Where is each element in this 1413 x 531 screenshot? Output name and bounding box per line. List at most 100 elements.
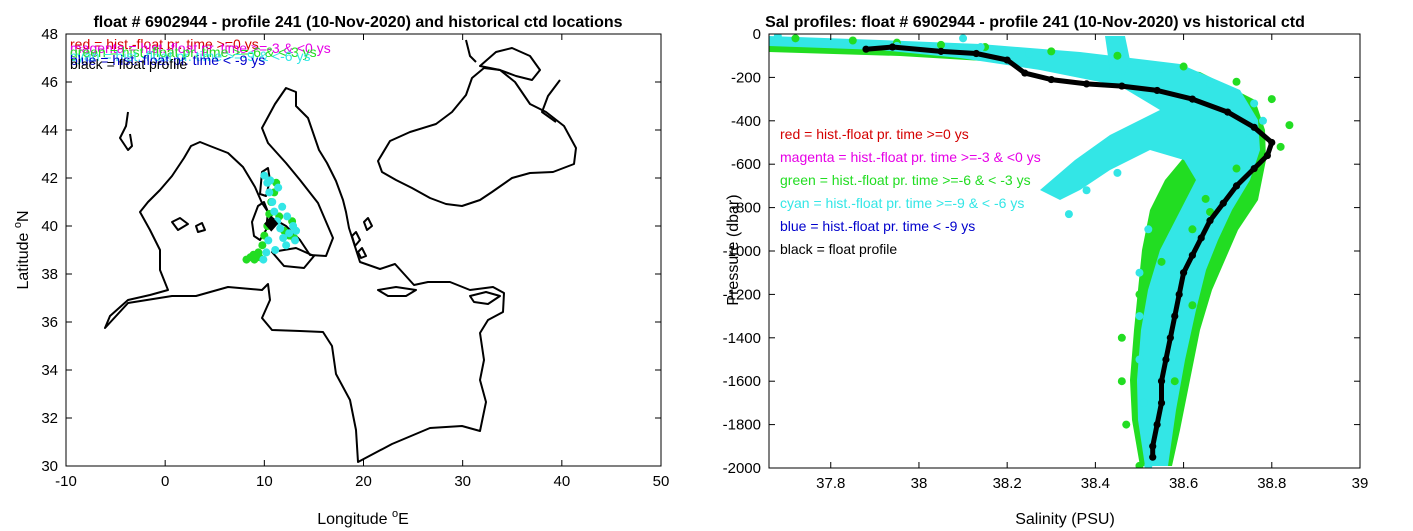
profile-point-green	[1135, 290, 1144, 299]
profile-point-cyan	[1135, 355, 1144, 364]
profile-y-tick-label: -200	[731, 69, 761, 86]
map-y-tick-label: 30	[41, 458, 58, 475]
map-point-cyan	[279, 234, 288, 242]
profile-y-ticks: -2000-1800-1600-1400-1200-1000-800-600-4…	[723, 26, 1360, 477]
profile-point-green	[1179, 62, 1188, 71]
profile-point-green	[1232, 164, 1241, 173]
map-point-cyan	[285, 229, 294, 238]
profile-y-tick-label: -2000	[723, 460, 761, 477]
profile-y-tick-label: -1800	[723, 417, 761, 434]
map-point-cyan	[283, 212, 292, 221]
map-legend: red = hist.-float pr. time >=0 ys magent…	[70, 36, 331, 72]
profile-point-green	[1267, 95, 1276, 104]
profile-y-tick-label: -1400	[723, 330, 761, 347]
profile-point-cyan	[976, 43, 985, 52]
map-point-cyan	[291, 236, 300, 245]
profile-point-cyan	[1139, 398, 1148, 407]
profile-point-green	[1047, 47, 1056, 56]
map-y-ticks: 30 32 34 36 38 40 42 44 46 48	[41, 26, 661, 475]
map-point-cyan	[266, 176, 275, 185]
profile-x-tick-label: 37.8	[816, 475, 845, 492]
map-y-tick-label: 46	[41, 74, 58, 91]
profile-point-cyan	[1179, 333, 1188, 342]
profile-point-green	[1285, 121, 1294, 130]
profile-point-cyan	[1082, 186, 1091, 195]
profile-legend: red = hist.-float pr. time >=0 ys magent…	[780, 126, 1041, 257]
map-legend-magenta: magenta = hist.-float pr. time >=-3 & <0…	[70, 40, 331, 56]
profile-ylabel: Pressure (dbar)	[725, 194, 742, 305]
profile-point-green	[1201, 194, 1210, 203]
profile-x-tick-label: 39	[1352, 475, 1369, 492]
map-x-tick-label: 10	[256, 473, 273, 490]
profile-point-cyan	[1135, 268, 1144, 277]
profile-point-green	[937, 40, 946, 49]
map-panel: float # 6902944 - profile 241 (10-Nov-20…	[12, 14, 669, 528]
map-data-points	[242, 171, 301, 264]
map-x-tick-label: 50	[653, 473, 670, 490]
profile-legend-cyan: cyan = hist.-float pr. time >=-9 & < -6 …	[780, 195, 1024, 211]
profile-point-green	[848, 36, 857, 45]
profile-y-tick-label: -600	[731, 156, 761, 173]
map-x-tick-label: 40	[553, 473, 570, 490]
profile-point-cyan	[826, 38, 835, 47]
map-point-cyan	[271, 246, 280, 254]
map-point-cyan	[262, 248, 271, 257]
profile-point-green	[1157, 257, 1166, 266]
map-point-cyan	[259, 255, 268, 264]
profile-point-cyan	[1157, 64, 1166, 73]
map-point-cyan	[265, 188, 274, 197]
profile-float-line	[863, 44, 1275, 460]
map-y-tick-label: 40	[41, 218, 58, 235]
profile-title: Sal profiles: float # 6902944 - profile …	[765, 14, 1305, 31]
profile-point-cyan	[959, 34, 968, 43]
profile-x-ticks: 37.8 38 38.2 38.4 38.6 38.8 39	[816, 34, 1368, 492]
map-point-cyan	[264, 236, 273, 245]
profile-data-points	[773, 34, 1294, 468]
map-legend-black: black = float profile	[70, 56, 187, 72]
profile-point-cyan	[1245, 134, 1254, 143]
map-xlabel: Longitude oE	[317, 508, 409, 528]
map-legend-blue: blue = hist.-float pr. time < -9 ys	[70, 52, 265, 68]
profile-point-cyan	[1135, 312, 1144, 321]
map-x-tick-label: 30	[454, 473, 471, 490]
profile-point-cyan	[1144, 225, 1153, 234]
profile-point-green	[791, 34, 800, 43]
profile-xlabel: Salinity (PSU)	[1015, 511, 1115, 528]
profile-point-cyan	[1064, 210, 1073, 219]
profile-point-green	[1170, 377, 1179, 386]
map-point-green	[249, 250, 258, 259]
profile-y-tick-label: -800	[731, 200, 761, 217]
profile-y-tick-label: -400	[731, 113, 761, 130]
profile-y-tick-label: 0	[753, 26, 761, 43]
map-point-cyan	[260, 171, 269, 180]
profile-point-green	[1188, 225, 1197, 234]
profile-x-tick-label: 38	[911, 475, 928, 492]
profile-point-cyan	[1250, 99, 1259, 108]
map-legend-cyan: cyan = hist.-float pr. time >=-9 & <-6 y…	[70, 48, 310, 64]
profile-panel: Sal profiles: float # 6902944 - profile …	[723, 14, 1369, 528]
map-y-tick-label: 48	[41, 26, 58, 43]
profile-x-tick-label: 38.8	[1257, 475, 1286, 492]
profile-y-tick-label: -1600	[723, 373, 761, 390]
map-y-tick-label: 38	[41, 266, 58, 283]
map-y-tick-label: 36	[41, 314, 58, 331]
profile-point-cyan	[1113, 168, 1122, 177]
map-x-ticks: -10 0 10 20 30 40 50	[55, 34, 669, 490]
profile-point-cyan	[1258, 116, 1267, 125]
map-ylabel: Latitude oN	[12, 210, 32, 289]
map-point-cyan	[274, 183, 283, 192]
profile-legend-black: black = float profile	[780, 241, 897, 257]
map-y-tick-label: 32	[41, 410, 58, 427]
map-title: float # 6902944 - profile 241 (10-Nov-20…	[93, 14, 622, 31]
profile-point-green	[1188, 301, 1197, 310]
map-legend-green: green = hist.-float pr. time >=-6 & <-3 …	[70, 44, 317, 60]
profile-legend-magenta: magenta = hist.-float pr. time >=-3 & <0…	[780, 149, 1041, 165]
map-point-cyan	[270, 207, 279, 216]
map-point-cyan	[278, 202, 287, 211]
coastline-drawing	[104, 39, 577, 463]
map-x-tick-label: 0	[161, 473, 169, 490]
profile-y-tick-label: -1200	[723, 286, 761, 303]
profile-point-cyan	[1025, 49, 1034, 58]
profile-point-cyan	[1206, 79, 1215, 88]
